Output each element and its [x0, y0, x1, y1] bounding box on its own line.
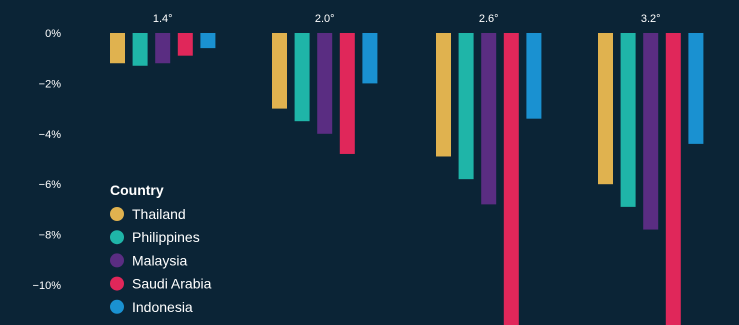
- y-tick-label: −2%: [39, 78, 62, 90]
- legend-label: Philippines: [132, 229, 200, 245]
- legend-title: Country: [110, 182, 164, 198]
- bar: [339, 33, 355, 154]
- bars: [110, 33, 704, 325]
- bar: [177, 33, 193, 56]
- category-label: 3.2°: [641, 13, 661, 25]
- y-tick-label: −10%: [33, 280, 62, 292]
- category-label: 1.4°: [153, 13, 173, 25]
- bar: [643, 33, 659, 230]
- bar: [200, 33, 216, 49]
- y-axis-tick-labels: 0% −2% −4% −6% −8% −10%: [33, 28, 62, 292]
- bar: [620, 33, 636, 207]
- bar: [458, 33, 474, 180]
- y-tick-label: −6%: [39, 179, 62, 191]
- bar: [526, 33, 542, 119]
- bar: [436, 33, 451, 157]
- legend: Country Thailand Philippines Malaysia Saudi…: [110, 182, 212, 315]
- legend-swatch: [110, 299, 124, 314]
- legend-label: Indonesia: [132, 299, 193, 315]
- legend-swatch: [110, 207, 124, 221]
- category-labels: 1.4° 2.0° 2.6° 3.2°: [153, 13, 661, 25]
- bar: [294, 33, 310, 122]
- legend-swatch: [110, 230, 124, 245]
- y-tick-label: 0%: [45, 28, 61, 40]
- legend-swatch: [110, 253, 124, 268]
- y-tick-label: −8%: [39, 230, 62, 242]
- bar: [481, 33, 497, 205]
- bar: [317, 33, 333, 134]
- category-label: 2.6°: [479, 13, 499, 25]
- bar: [598, 33, 613, 185]
- y-tick-label: −4%: [39, 129, 62, 141]
- legend-swatch: [110, 276, 124, 291]
- legend-label: Thailand: [132, 206, 186, 222]
- bar: [272, 33, 287, 109]
- bar: [132, 33, 148, 66]
- bar: [688, 33, 704, 144]
- legend-label: Malaysia: [132, 252, 187, 268]
- legend-label: Saudi Arabia: [132, 276, 212, 292]
- bar: [155, 33, 171, 64]
- bar: [503, 33, 519, 325]
- bar: [362, 33, 378, 84]
- bar: [665, 33, 681, 325]
- bar: [110, 33, 125, 64]
- category-label: 2.0°: [315, 13, 335, 25]
